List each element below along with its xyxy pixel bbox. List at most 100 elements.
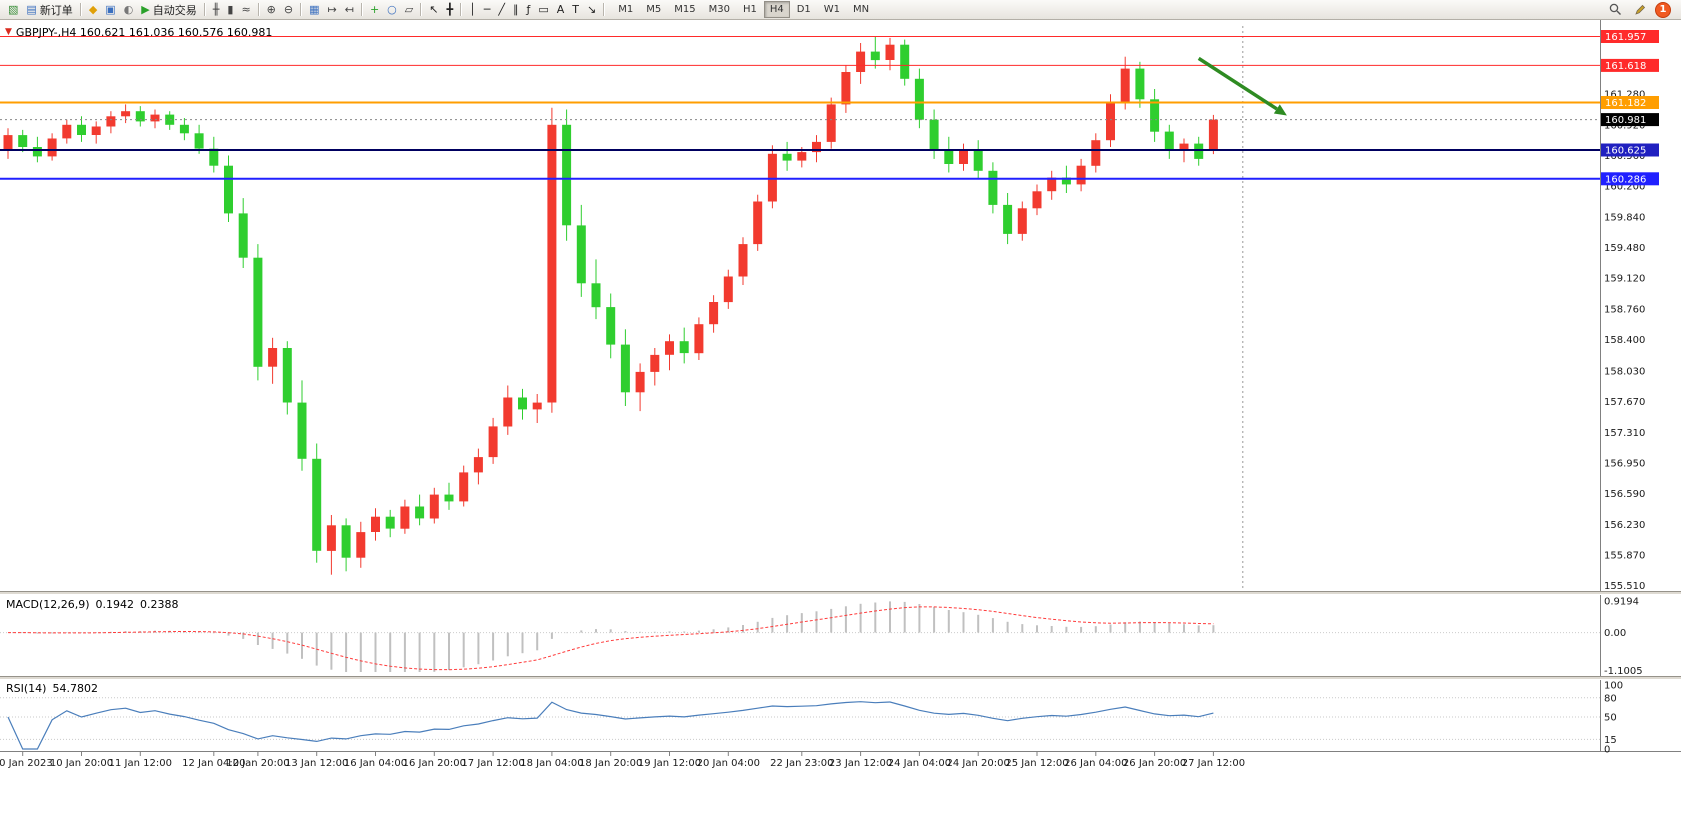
chart-shift-icon: ↤ — [344, 3, 354, 16]
channel-tool-button[interactable]: ∥ — [509, 1, 523, 18]
navigator-button[interactable]: ◐ — [120, 1, 138, 18]
macd-name: MACD(12,26,9) — [6, 598, 90, 611]
candle-body — [620, 344, 630, 393]
toolbar-separator — [203, 3, 206, 16]
text-tool-icon: A — [556, 3, 565, 16]
market-watch-icon: ▣ — [105, 3, 116, 16]
candle-body — [944, 150, 954, 164]
shapes-tool-button[interactable]: ▭ — [534, 1, 552, 18]
new-order-icon: ▤ — [26, 3, 37, 16]
candle-body — [415, 506, 425, 519]
price-badge-label: 160.981 — [1605, 115, 1646, 126]
trendline-tool-button[interactable]: ╱ — [494, 1, 509, 18]
candle-body — [106, 116, 116, 127]
timeframe-h4-button[interactable]: H4 — [763, 1, 790, 18]
notification-badge[interactable]: 1 — [1655, 1, 1671, 18]
candle-body — [650, 354, 660, 372]
auto-trading-button[interactable]: ▶ 自动交易 — [137, 1, 200, 18]
candle-body — [209, 148, 219, 166]
metaeditor-button[interactable]: ◆ — [85, 1, 101, 18]
channel-tool-icon: ∥ — [512, 3, 519, 16]
periods-button[interactable]: ○ — [383, 1, 401, 18]
price-axis-label: 156.950 — [1604, 459, 1645, 470]
tile-windows-icon: ▦ — [309, 3, 320, 16]
chart-canvas[interactable]: 161.280160.920160.560160.200159.840159.4… — [0, 20, 1681, 829]
arrows-tool-button[interactable]: ↘ — [583, 1, 600, 18]
candle-body — [606, 307, 616, 345]
timeframe-mn-button[interactable]: MN — [847, 1, 875, 18]
rsi-line — [7, 701, 1214, 750]
auto-trading-icon: ▶ — [141, 3, 150, 16]
line-chart-mode-button[interactable]: ≈ — [237, 1, 254, 18]
zoom-out-button[interactable]: ⊖ — [280, 1, 297, 18]
price-axis-label: 157.670 — [1604, 397, 1645, 408]
candlestick-mode-button[interactable]: ▮ — [223, 1, 237, 18]
market-watch-button[interactable]: ▣ — [101, 1, 119, 18]
price-axis-label: 161.280 — [1604, 90, 1645, 101]
candle-body — [856, 51, 866, 72]
candle-body — [1017, 208, 1027, 234]
timeframe-m5-button[interactable]: M5 — [640, 1, 667, 18]
chart-shift-button[interactable]: ↤ — [341, 1, 358, 18]
crosshair-button[interactable]: ╋ — [442, 1, 457, 18]
indicators-add-button[interactable]: + — [366, 1, 383, 18]
candle-body — [532, 402, 542, 410]
new-order-button[interactable]: ▤ 新订单 — [22, 1, 76, 18]
toolbar-separator — [420, 3, 423, 16]
fibonacci-tool-button[interactable]: ƒ — [522, 1, 534, 18]
timeframe-h1-button[interactable]: H1 — [737, 1, 763, 18]
price-axis-label: 159.120 — [1604, 274, 1645, 285]
timeframe-w1-button[interactable]: W1 — [818, 1, 846, 18]
text-label-tool-button[interactable]: T — [568, 1, 583, 18]
candle-body — [473, 457, 483, 473]
price-axis-label: 158.030 — [1604, 367, 1645, 378]
timeframe-m30-button[interactable]: M30 — [703, 1, 736, 18]
candle-body — [326, 525, 336, 551]
candle-body — [47, 138, 57, 157]
rsi-axis-label: 100 — [1604, 681, 1623, 692]
symbol-dropdown-icon[interactable]: ▼ — [5, 27, 12, 37]
zoom-in-button[interactable]: ⊕ — [263, 1, 280, 18]
new-chart-button[interactable]: ▧ — [4, 1, 22, 18]
templates-button[interactable]: ▱ — [401, 1, 417, 18]
text-tool-button[interactable]: A — [553, 1, 569, 18]
search-icon — [1609, 3, 1621, 15]
panel-splitter[interactable] — [0, 676, 1681, 680]
price-axis-label: 158.760 — [1604, 304, 1645, 315]
timeframe-m15-button[interactable]: M15 — [668, 1, 701, 18]
rsi-name: RSI(14) — [6, 682, 47, 695]
price-axis-label: 156.590 — [1604, 489, 1645, 500]
metaeditor-icon: ◆ — [88, 3, 98, 16]
macd-value-signal: 0.2388 — [140, 598, 179, 611]
panel-splitter[interactable] — [0, 591, 1681, 595]
search-button[interactable] — [1605, 1, 1626, 18]
candle-body — [665, 341, 674, 355]
macd-header: MACD(12,26,9) 0.1942 0.2388 — [6, 598, 185, 611]
vertical-line-tool-button[interactable]: │ — [465, 1, 480, 18]
tile-windows-button[interactable]: ▦ — [305, 1, 323, 18]
timeframe-m1-button[interactable]: M1 — [612, 1, 639, 18]
toolbar-button-group: ▧ ▤ 新订单 ◆ ▣ ◐ ▶ 自动交易 ╫ ▮ ≈ ⊕ ⊖ ▦ ↦ ↤ + ○ ▱ ↖ ╋ │ ─ ╱ ∥ ƒ ▭ A T ↘ — [4, 1, 608, 18]
candle-body — [297, 402, 307, 459]
horizontal-line-tool-button[interactable]: ─ — [480, 1, 495, 18]
toolbar-separator — [300, 3, 303, 16]
edit-button[interactable] — [1630, 1, 1651, 18]
auto-scroll-button[interactable]: ↦ — [324, 1, 341, 18]
price-badge — [1601, 172, 1659, 186]
trend-arrow-annotation[interactable] — [1197, 56, 1278, 111]
candle-body — [914, 78, 924, 120]
trend-arrow-head — [1273, 104, 1287, 116]
bar-chart-mode-button[interactable]: ╫ — [209, 1, 224, 18]
candle-body — [591, 283, 601, 308]
price-badge — [1601, 96, 1659, 109]
candle-body — [224, 165, 233, 214]
price-axis-label: 159.480 — [1604, 243, 1645, 254]
chart-title-bar: ▼ GBPJPY-,H4 160.621 161.036 160.576 160… — [5, 26, 272, 39]
cursor-button[interactable]: ↖ — [425, 1, 442, 18]
timeframe-d1-button[interactable]: D1 — [791, 1, 817, 18]
price-axis-label: 155.510 — [1604, 581, 1645, 592]
fibonacci-tool-icon: ƒ — [526, 3, 531, 16]
auto-scroll-icon: ↦ — [327, 3, 337, 16]
candle-body — [91, 126, 101, 135]
chart-title-text: GBPJPY-,H4 160.621 161.036 160.576 160.9… — [15, 26, 273, 39]
